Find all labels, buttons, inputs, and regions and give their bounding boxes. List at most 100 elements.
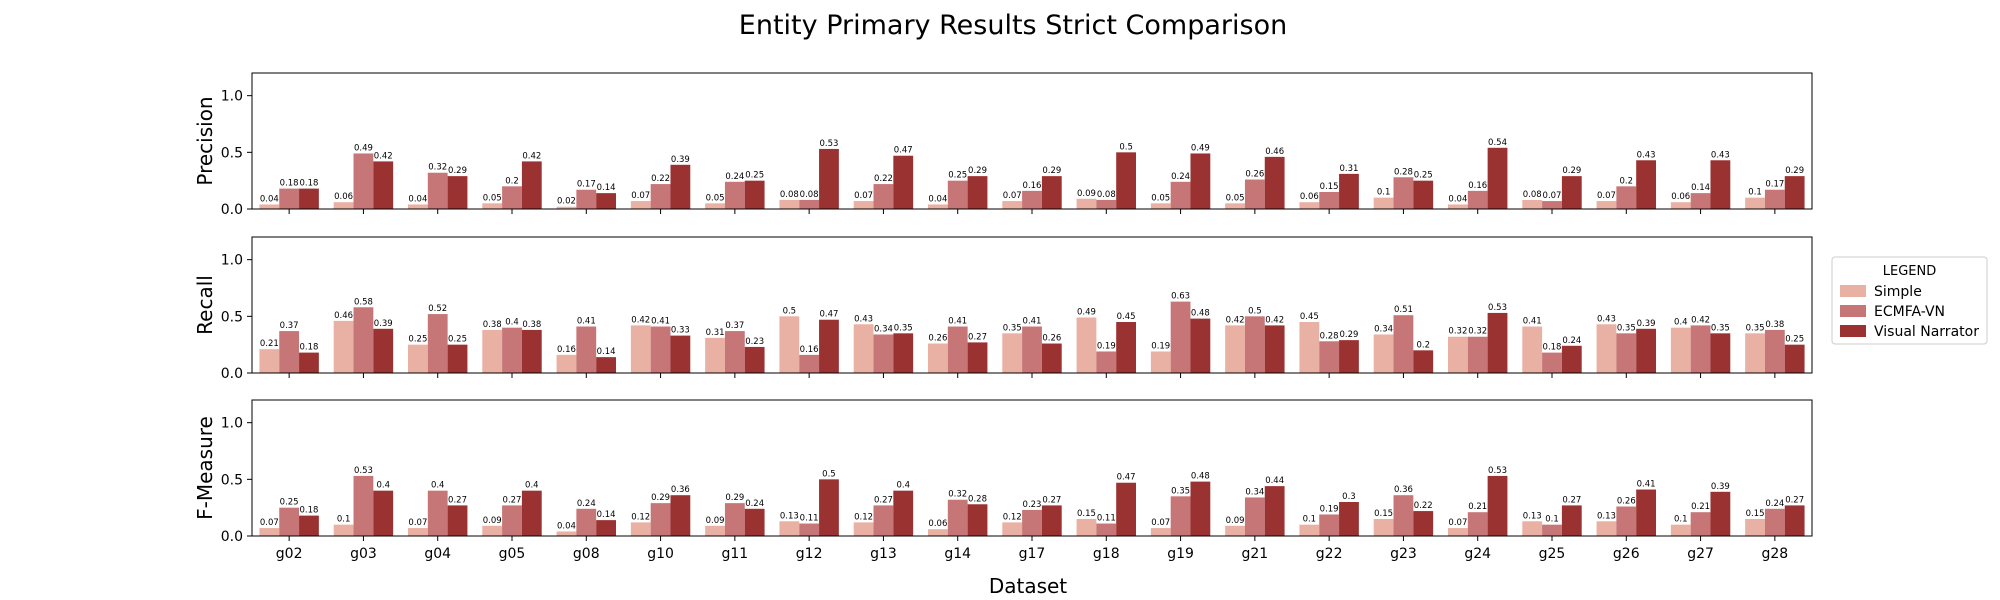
bar — [1225, 203, 1245, 209]
data-label: 0.4 — [1674, 318, 1688, 328]
bar — [1710, 333, 1731, 373]
legend-item-label: ECMFA-VN — [1874, 304, 1945, 320]
data-label: 0.54 — [1488, 138, 1507, 148]
bar — [1542, 201, 1562, 209]
bar — [1636, 489, 1656, 536]
bar — [408, 204, 428, 209]
bar — [1670, 327, 1691, 373]
data-label: 0.34 — [874, 324, 893, 334]
bar — [1467, 190, 1488, 209]
data-label: 0.21 — [260, 339, 279, 349]
data-label: 0.32 — [1448, 327, 1467, 337]
x-tick-label: g03 — [350, 546, 377, 562]
bar — [1764, 508, 1785, 536]
bar — [1170, 301, 1191, 373]
bar — [779, 316, 800, 373]
bar — [1170, 181, 1191, 209]
data-label: 0.25 — [448, 335, 467, 345]
x-tick-label: g22 — [1316, 546, 1343, 562]
data-label: 0.06 — [928, 519, 947, 529]
data-label: 0.07 — [1448, 518, 1467, 528]
bar — [1299, 524, 1320, 536]
bar — [576, 189, 597, 209]
data-label: 0.39 — [1711, 482, 1730, 492]
bar — [447, 176, 468, 209]
bar — [353, 307, 374, 373]
bar — [1596, 324, 1617, 373]
data-label: 0.12 — [1003, 512, 1022, 522]
bar — [819, 479, 839, 536]
bar — [928, 204, 948, 209]
x-tick-label: g14 — [944, 546, 971, 562]
bar — [1022, 190, 1042, 209]
bar — [299, 188, 319, 209]
bar — [1487, 147, 1508, 209]
bar — [521, 161, 542, 209]
bar — [1542, 524, 1562, 536]
bar — [1784, 176, 1805, 209]
data-label: 0.39 — [1637, 319, 1656, 329]
data-label: 0.04 — [928, 194, 947, 204]
data-label: 0.41 — [577, 317, 596, 327]
data-label: 0.29 — [1785, 166, 1804, 176]
data-label: 0.14 — [597, 183, 616, 193]
data-label: 0.29 — [1339, 330, 1358, 340]
bar — [299, 515, 319, 536]
bar — [299, 352, 319, 373]
data-label: 0.35 — [1711, 323, 1730, 333]
bar — [1670, 202, 1691, 209]
bar — [630, 522, 651, 536]
bar — [353, 475, 374, 536]
y-axis-label: Precision — [193, 96, 217, 185]
y-tick-label: 0.0 — [221, 529, 243, 545]
data-label: 0.53 — [819, 139, 838, 149]
legend-swatch — [1840, 305, 1866, 317]
data-label: 0.29 — [725, 493, 744, 503]
bar — [1413, 350, 1434, 373]
data-label: 0.34 — [1245, 487, 1264, 497]
bar — [1150, 351, 1171, 373]
data-label: 0.35 — [894, 323, 913, 333]
data-label: 0.12 — [631, 512, 650, 522]
bar — [853, 522, 874, 536]
data-label: 0.52 — [428, 304, 447, 314]
data-label: 0.11 — [1097, 514, 1116, 524]
data-label: 0.08 — [1097, 190, 1116, 200]
bar — [427, 314, 448, 373]
bar — [1636, 328, 1656, 373]
bar — [744, 180, 765, 209]
bar — [1764, 189, 1785, 209]
bar — [1448, 336, 1468, 373]
data-label: 0.27 — [1785, 495, 1804, 505]
data-label: 0.18 — [299, 179, 318, 189]
data-label: 0.5 — [822, 469, 836, 479]
bar — [1116, 322, 1136, 373]
data-label: 0.5 — [1248, 306, 1262, 316]
bar — [724, 503, 745, 536]
bar — [1096, 351, 1117, 373]
bar — [819, 319, 839, 373]
bar — [1076, 198, 1097, 209]
bar — [1339, 340, 1359, 373]
data-label: 0.15 — [1374, 509, 1393, 519]
bar — [502, 327, 522, 373]
data-label: 0.19 — [1097, 341, 1116, 351]
bar — [1393, 495, 1414, 536]
data-label: 0.53 — [1488, 466, 1507, 476]
bar — [1299, 202, 1320, 209]
bar — [596, 520, 616, 536]
data-label: 0.09 — [1077, 189, 1096, 199]
bar — [353, 153, 374, 209]
data-label: 0.1 — [337, 515, 351, 525]
data-label: 0.07 — [1003, 191, 1022, 201]
data-label: 0.42 — [631, 315, 650, 325]
bar — [1784, 505, 1805, 536]
data-label: 0.25 — [280, 498, 299, 508]
y-tick-label: 0.5 — [221, 145, 243, 161]
data-label: 0.29 — [968, 166, 987, 176]
x-tick-label: g18 — [1093, 546, 1120, 562]
bar — [259, 528, 280, 536]
data-label: 0.45 — [1117, 312, 1136, 322]
bar — [705, 337, 725, 373]
bar — [1244, 497, 1265, 536]
